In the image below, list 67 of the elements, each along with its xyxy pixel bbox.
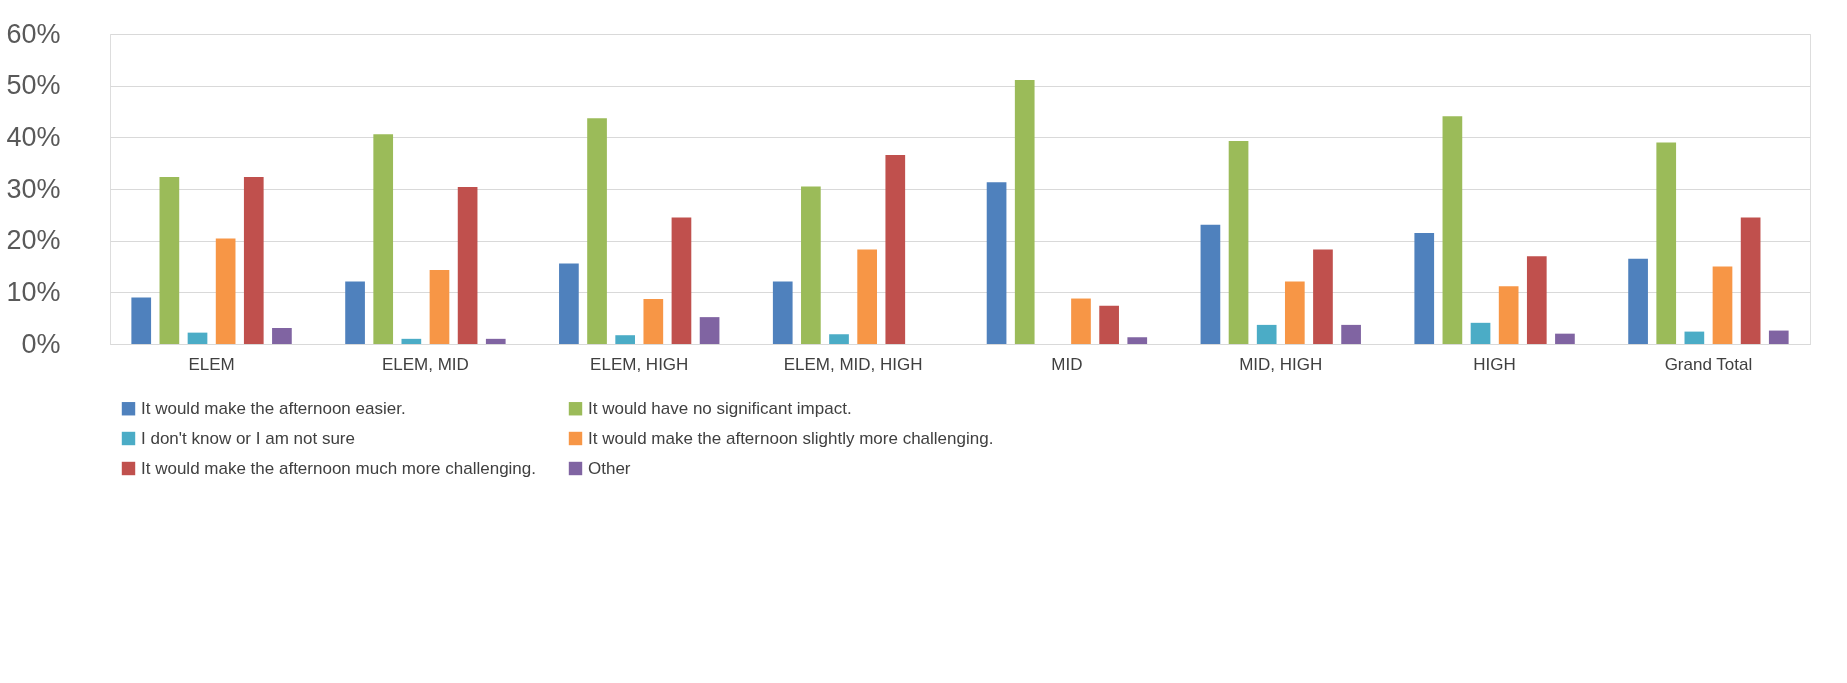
x-tick-label: ELEM, HIGH — [590, 354, 689, 374]
bar — [485, 338, 506, 344]
bar — [373, 134, 394, 344]
bar — [1712, 266, 1733, 344]
bar — [1470, 322, 1491, 344]
legend-label: It would make the afternoon slightly more challenging. — [588, 428, 994, 448]
y-tick-label: 30% — [6, 173, 61, 204]
bar — [1228, 140, 1249, 344]
x-tick-label: MID, HIGH — [1239, 354, 1323, 374]
x-tick-label: Grand Total — [1664, 354, 1753, 374]
bar — [401, 338, 422, 344]
y-tick-label: 20% — [6, 225, 61, 256]
bar — [1200, 224, 1221, 344]
bar — [131, 297, 152, 344]
bar — [643, 299, 664, 344]
bar — [857, 249, 877, 344]
legend-label: I don't know or I am not sure — [141, 428, 355, 448]
bar — [1555, 333, 1575, 344]
bar — [1740, 217, 1761, 344]
bar — [1684, 331, 1705, 344]
bar — [1313, 249, 1333, 344]
x-tick-label: ELEM, MID — [381, 354, 469, 374]
bar — [587, 118, 607, 344]
legend-label: It would have no significant impact. — [588, 398, 852, 418]
bar — [559, 263, 579, 344]
bar — [243, 177, 264, 344]
x-tick-label: MID — [1051, 354, 1083, 374]
bar — [1071, 298, 1091, 344]
bar — [1414, 232, 1435, 344]
legend-label: It would make the afternoon much more challenging. — [141, 458, 537, 478]
y-tick-label: 60% — [6, 18, 61, 49]
y-tick-label: 10% — [6, 276, 61, 307]
bar — [159, 177, 180, 344]
bar — [829, 334, 849, 344]
bar — [1526, 256, 1547, 344]
bar — [1442, 116, 1463, 344]
bar — [671, 217, 692, 344]
x-tick-label: ELEM — [188, 354, 235, 374]
bar — [615, 335, 636, 344]
bar — [1656, 142, 1677, 344]
legend-label: Other — [588, 458, 631, 478]
bar — [1628, 258, 1648, 344]
bar — [801, 186, 821, 344]
bar — [772, 281, 793, 344]
bar — [429, 270, 450, 344]
bar — [457, 186, 478, 344]
bar — [215, 238, 236, 344]
bar — [1256, 324, 1277, 344]
bar — [986, 182, 1007, 344]
bar — [272, 327, 292, 344]
bar — [187, 332, 208, 344]
bar — [885, 154, 906, 344]
bar — [1768, 330, 1789, 344]
bar — [699, 317, 720, 344]
x-tick-label: ELEM, MID, HIGH — [783, 354, 923, 374]
y-tick-label: 50% — [6, 70, 61, 101]
bar — [1014, 79, 1035, 344]
x-tick-label: HIGH — [1473, 354, 1516, 374]
bar — [1099, 305, 1119, 344]
bar — [1498, 286, 1519, 344]
bar — [345, 281, 365, 344]
bar — [1127, 337, 1148, 344]
legend-label: It would make the afternoon easier. — [141, 398, 406, 418]
y-tick-label: 0% — [21, 328, 61, 359]
bar — [1284, 281, 1305, 344]
y-tick-label: 40% — [6, 121, 61, 152]
bar — [1341, 324, 1361, 344]
